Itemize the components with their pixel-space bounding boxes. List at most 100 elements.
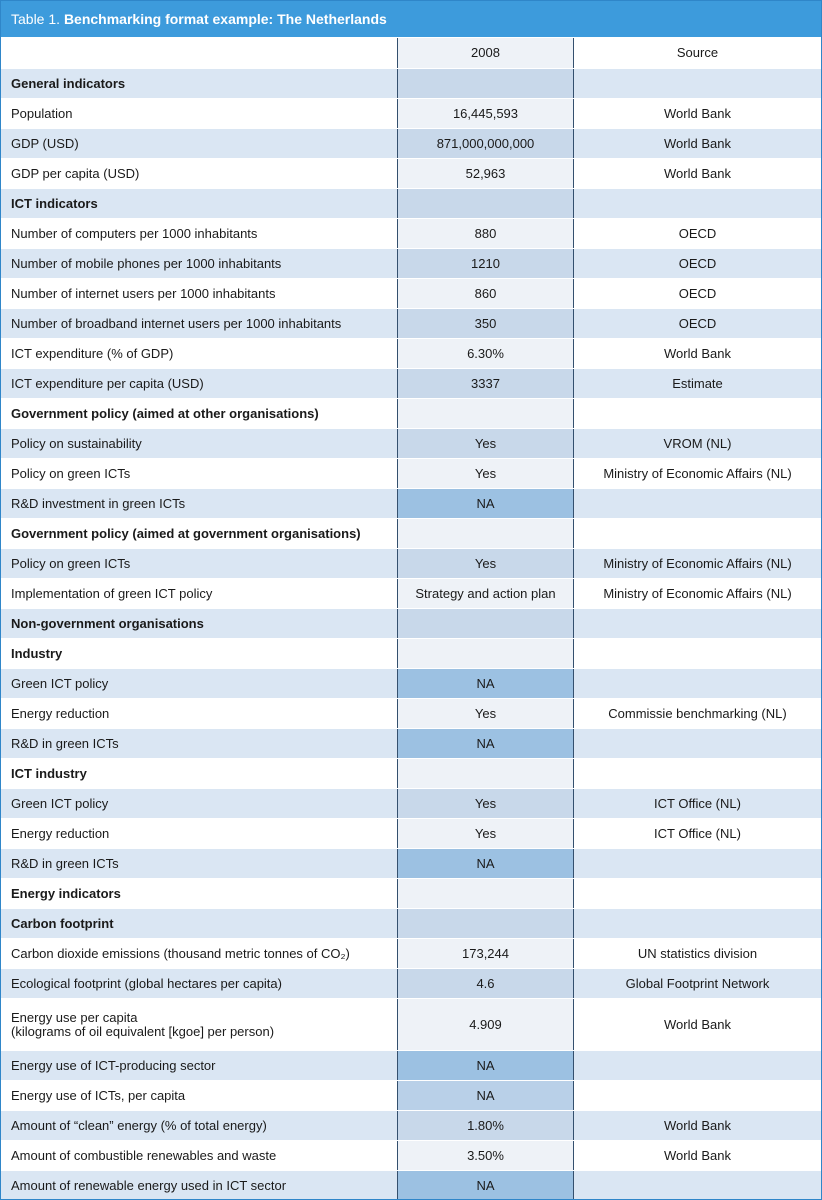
row-label: Green ICT policy — [1, 789, 398, 818]
row-value: 1.80% — [398, 1111, 574, 1140]
row-source: Global Footprint Network — [625, 975, 770, 991]
data-row: R&D in green ICTs NA — [1, 728, 821, 758]
row-value: 880 — [398, 219, 574, 248]
row-value — [398, 759, 574, 788]
row-label: Green ICT policy — [1, 669, 398, 698]
row-source — [574, 909, 821, 938]
row-value — [398, 609, 574, 638]
row-label: Number of internet users per 1000 inhabi… — [1, 279, 398, 308]
section-row: Energy indicators — [1, 878, 821, 908]
table-body: General indicators Population 16,445,593 Wo… — [1, 68, 821, 1199]
data-row: Energy use per capita (kilograms of oil … — [1, 998, 821, 1050]
row-source — [574, 639, 821, 668]
row-label: R&D in green ICTs — [1, 729, 398, 758]
row-value: NA — [398, 1171, 574, 1199]
row-value: 350 — [398, 309, 574, 338]
row-label: ICT expenditure (% of GDP) — [1, 339, 398, 368]
data-row: GDP per capita (USD) 52,963 World Bank — [1, 158, 821, 188]
data-row: R&D investment in green ICTs NA — [1, 488, 821, 518]
row-source — [574, 759, 821, 788]
title-text: Benchmarking format example: The Netherl… — [63, 11, 387, 27]
row-value: 6.30% — [398, 339, 574, 368]
row-label: Energy indicators — [1, 879, 398, 908]
data-row: Number of internet users per 1000 inhabi… — [1, 278, 821, 308]
row-value: 52,963 — [398, 159, 574, 188]
row-label: Policy on green ICTs — [1, 459, 398, 488]
row-source: World Bank — [664, 345, 731, 361]
row-value: Yes — [398, 699, 574, 728]
row-label: Population — [1, 99, 398, 128]
row-source: UN statistics division — [637, 945, 758, 961]
data-row: GDP (USD) 871,000,000,000 World Bank — [1, 128, 821, 158]
row-source: Ministry of Economic Affairs (NL) — [603, 555, 792, 571]
row-value: 16,445,593 — [398, 99, 574, 128]
row-label: GDP (USD) — [1, 129, 398, 158]
row-source: World Bank — [664, 1147, 731, 1163]
row-source — [574, 849, 821, 878]
row-value: NA — [398, 849, 574, 878]
data-row: Energy reduction Yes ICT Office (NL) — [1, 818, 821, 848]
row-value: 3.50% — [398, 1141, 574, 1170]
data-row: Number of broadband internet users per 1… — [1, 308, 821, 338]
data-row: ICT expenditure (% of GDP) 6.30% World Ban… — [1, 338, 821, 368]
row-source: OECD — [678, 225, 717, 241]
section-row: ICT industry — [1, 758, 821, 788]
row-source: ICT Office (NL) — [654, 795, 741, 811]
row-label: Policy on green ICTs — [1, 549, 398, 578]
row-label: GDP per capita (USD) — [1, 159, 398, 188]
data-row: Carbon dioxide emissions (thousand metri… — [1, 938, 821, 968]
row-value: NA — [398, 1081, 574, 1110]
row-value: NA — [398, 669, 574, 698]
row-label: Energy use of ICTs, per capita — [1, 1081, 398, 1110]
row-source — [574, 1171, 821, 1199]
row-label: Government policy (aimed at other organi… — [1, 399, 398, 428]
row-source — [574, 669, 821, 698]
row-source — [574, 189, 821, 218]
row-source — [574, 399, 821, 428]
row-label: R&D investment in green ICTs — [1, 489, 398, 518]
row-source: OECD — [678, 255, 717, 271]
row-value: 1210 — [398, 249, 574, 278]
row-source: Estimate — [672, 375, 723, 391]
row-source — [574, 69, 821, 98]
row-source: Ministry of Economic Affairs (NL) — [603, 585, 792, 601]
row-value: 4.909 — [398, 999, 574, 1050]
data-row: Policy on green ICTs Yes Ministry of Econo… — [1, 548, 821, 578]
row-label: Amount of “clean” energy (% of total ene… — [1, 1111, 398, 1140]
header-cell: 2008 — [398, 38, 574, 68]
row-value: Yes — [398, 429, 574, 458]
row-label: ICT expenditure per capita (USD) — [1, 369, 398, 398]
data-row: Green ICT policy Yes ICT Office (NL) — [1, 788, 821, 818]
section-row: ICT indicators — [1, 188, 821, 218]
section-row: Industry — [1, 638, 821, 668]
row-label: Energy reduction — [1, 819, 398, 848]
data-row: Policy on sustainability Yes VROM (NL) — [1, 428, 821, 458]
row-value: NA — [398, 729, 574, 758]
row-source — [574, 609, 821, 638]
section-row: Non-government organisations — [1, 608, 821, 638]
data-row: Number of mobile phones per 1000 inhabit… — [1, 248, 821, 278]
header-row: 2008 Source — [1, 37, 821, 68]
data-row: Population 16,445,593 World Bank — [1, 98, 821, 128]
row-label: Industry — [1, 639, 398, 668]
row-label: R&D in green ICTs — [1, 849, 398, 878]
row-label: Number of broadband internet users per 1… — [1, 309, 398, 338]
section-row: Government policy (aimed at other organi… — [1, 398, 821, 428]
title-label: Table 1. — [11, 11, 61, 27]
data-row: Policy on green ICTs Yes Ministry of Econo… — [1, 458, 821, 488]
row-source: OECD — [678, 285, 717, 301]
row-label: Energy use of ICT-producing sector — [1, 1051, 398, 1080]
section-row: Government policy (aimed at government o… — [1, 518, 821, 548]
row-source: OECD — [678, 315, 717, 331]
row-source: Commissie benchmarking (NL) — [608, 705, 787, 721]
section-row: Carbon footprint — [1, 908, 821, 938]
row-source — [574, 489, 821, 518]
row-value: 860 — [398, 279, 574, 308]
row-source — [574, 1081, 821, 1110]
row-value: Yes — [398, 459, 574, 488]
row-label: Carbon footprint — [1, 909, 398, 938]
row-source — [574, 1051, 821, 1080]
row-source: VROM (NL) — [663, 435, 732, 451]
row-source: World Bank — [664, 135, 731, 151]
row-label: Implementation of green ICT policy — [1, 579, 398, 608]
